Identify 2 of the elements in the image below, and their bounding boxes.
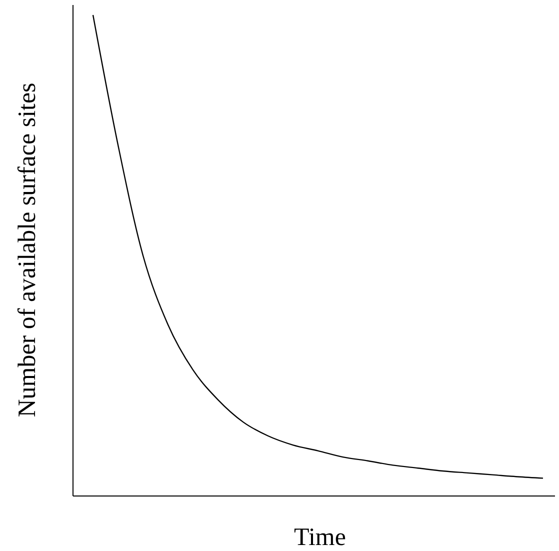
y-axis-title: Number of available surface sites [14, 82, 41, 418]
x-axis-title: Time [294, 524, 346, 551]
